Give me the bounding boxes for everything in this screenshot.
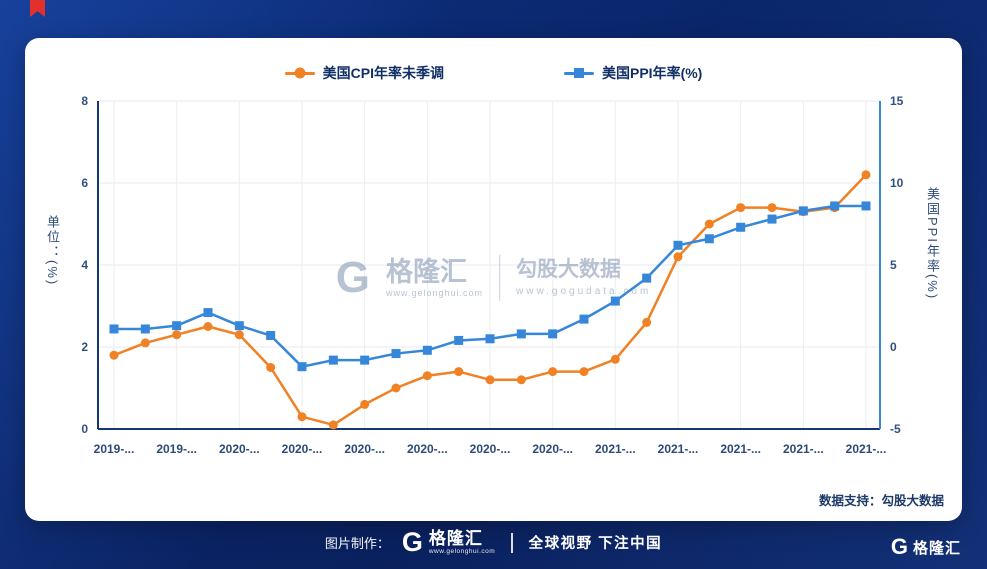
corner-logo-text: 格隆汇 <box>912 539 961 557</box>
svg-text:2021-...: 2021-... <box>720 442 761 456</box>
svg-text:4: 4 <box>81 258 88 272</box>
svg-text:2020-...: 2020-... <box>532 442 573 456</box>
svg-text:-5: -5 <box>890 422 901 436</box>
svg-text:2020-...: 2020-... <box>218 442 259 456</box>
svg-text:2021-...: 2021-... <box>782 442 823 456</box>
svg-text:2021-...: 2021-... <box>845 442 886 456</box>
svg-text:8: 8 <box>81 94 88 108</box>
svg-text:2: 2 <box>81 340 88 354</box>
right-axis-title: 美国PPI年率(%) <box>925 187 940 301</box>
chart-legend: 美国CPI年率未季调 美国PPI年率(%) <box>25 38 962 83</box>
gelonghui-g-icon: G <box>401 527 423 557</box>
svg-text:2021-...: 2021-... <box>657 442 698 456</box>
red-flag-icon <box>30 0 45 17</box>
svg-text:2020-...: 2020-... <box>469 442 510 456</box>
gelonghui-logo-url: www.gelonghui.com <box>428 548 496 556</box>
corner-g-icon: G <box>890 534 908 559</box>
svg-text:6: 6 <box>81 176 88 190</box>
legend-item-cpi[interactable]: 美国CPI年率未季调 <box>284 63 444 83</box>
gelonghui-logo-text: 格隆汇 <box>428 528 483 548</box>
footer-divider <box>511 532 513 553</box>
dual-axis-line-chart: 0 2 4 6 8 -5 0 5 10 15 2019-... 2019-... 2020-... 202… <box>81 94 904 456</box>
gelonghui-logo: G 格隆汇 www.gelonghui.com <box>402 529 495 556</box>
svg-text:2019-...: 2019-... <box>156 442 197 456</box>
footer-made-by-label: 图片制作： <box>324 536 390 551</box>
legend-label-ppi: 美国PPI年率(%) <box>602 65 703 81</box>
svg-text:15: 15 <box>890 94 904 108</box>
svg-text:0: 0 <box>890 340 897 354</box>
chart-area: 0 2 4 6 8 -5 0 5 10 15 2019-... 2019-... 2020-... 202… <box>25 91 962 487</box>
svg-text:2020-...: 2020-... <box>344 442 385 456</box>
svg-text:2021-...: 2021-... <box>594 442 635 456</box>
legend-item-ppi[interactable]: 美国PPI年率(%) <box>564 63 702 83</box>
footer-bar: 图片制作： G 格隆汇 www.gelonghui.com 全球视野 下注中国 <box>0 529 987 556</box>
svg-text:2020-...: 2020-... <box>406 442 447 456</box>
data-support-note: 数据支持：勾股大数据 <box>818 494 944 508</box>
corner-logo: G 格隆汇 <box>891 536 961 558</box>
svg-text:2019-...: 2019-... <box>93 442 134 456</box>
cpi-line-dot-icon <box>284 67 315 79</box>
footer-slogan: 全球视野 下注中国 <box>528 536 663 552</box>
chart-card: 美国CPI年率未季调 美国PPI年率(%) 0 2 4 6 8 -5 0 5 10 15 2019-… <box>25 38 962 521</box>
svg-text:5: 5 <box>890 258 897 272</box>
svg-text:2020-...: 2020-... <box>281 442 322 456</box>
left-axis-title: 单位：(%) <box>45 215 60 287</box>
svg-text:10: 10 <box>890 176 904 190</box>
legend-label-cpi: 美国CPI年率未季调 <box>322 65 444 81</box>
ppi-line-square-icon <box>564 67 594 79</box>
svg-text:0: 0 <box>81 422 88 436</box>
